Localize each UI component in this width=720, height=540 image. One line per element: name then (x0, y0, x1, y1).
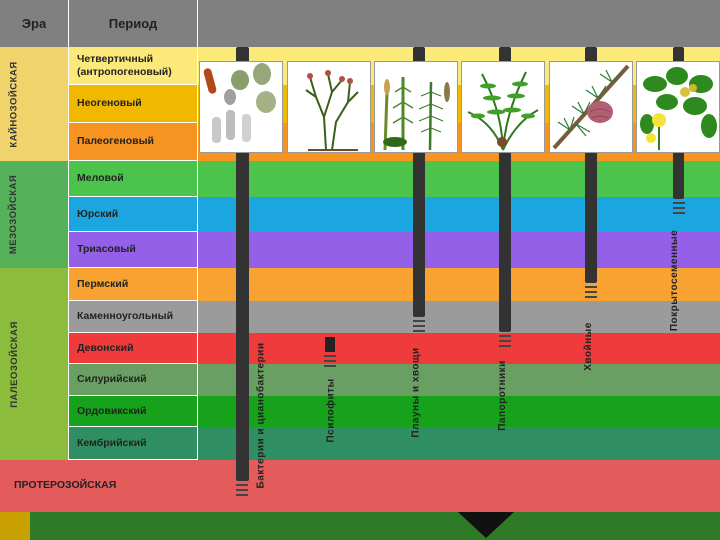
era-cenozoic-label: КАЙНОЗОЙСКАЯ (8, 60, 20, 148)
band-neogene (198, 85, 720, 123)
ticks-clubmoss (413, 320, 425, 335)
period-silurian: Силурийский (69, 364, 197, 396)
header-period: Период (69, 0, 197, 47)
band-quaternary (198, 47, 720, 85)
bottom-corner (0, 512, 30, 540)
period-carboniferous: Каменноугольный (69, 301, 197, 333)
band-devonian (198, 333, 720, 364)
era-proterozoic-label: ПРОТЕРОЗОЙСКАЯ (14, 479, 117, 491)
down-arrow-icon (458, 512, 514, 538)
era-proterozoic-band (0, 460, 720, 512)
clubmoss-horsetail-illustration (374, 61, 458, 153)
band-permian (198, 268, 720, 301)
angiosperm-illustration (636, 61, 720, 153)
period-devonian: Девонский (69, 333, 197, 364)
period-ordovician: Ордовикский (69, 396, 197, 427)
era-mesozoic-cell (0, 161, 69, 269)
period-cambrian: Кембрийский (69, 427, 197, 460)
bacteria-illustration (199, 61, 283, 153)
period-permian: Пермский (69, 268, 197, 301)
ticks-ferns (499, 335, 511, 350)
ticks-psilophytes (324, 355, 336, 370)
group-label-bacteria: Бактерии и цианобактерии (255, 342, 267, 488)
fern-illustration (461, 61, 545, 153)
era-paleozoic-label: ПАЛЕОЗОЙСКАЯ (8, 320, 20, 408)
band-ordovician (198, 396, 720, 427)
psilophyte-illustration (287, 61, 371, 153)
band-carboniferous (198, 301, 720, 333)
ticks-conifers (585, 286, 597, 301)
header-chart-area (198, 0, 720, 47)
period-quaternary: Четвертичный (антропогеновый) (69, 47, 197, 85)
era-cenozoic-cell (0, 47, 69, 162)
ticks-angiosperms (673, 202, 685, 217)
conifer-illustration (549, 61, 633, 153)
period-jurassic: Юрский (69, 197, 197, 232)
era-mesozoic-label: МЕЗОЗОЙСКАЯ (8, 174, 20, 255)
era-paleozoic-cell (0, 268, 69, 461)
period-cretaceous: Меловой (69, 161, 197, 197)
range-mark-psilophytes (325, 337, 335, 352)
bottom-bar (30, 512, 720, 540)
group-label-angiosperms: Покрытосеменные (669, 229, 681, 331)
period-paleogene: Палеогеновый (69, 123, 197, 161)
period-neogene: Неогеновый (69, 85, 197, 123)
range-line-bacteria (236, 47, 249, 481)
band-cambrian (198, 427, 720, 460)
period-triassic: Триасовый (69, 232, 197, 268)
group-label-conifers: Хвойные (582, 321, 594, 371)
band-silurian (198, 364, 720, 396)
group-label-psilophytes: Псилофиты (325, 377, 337, 443)
band-jurassic (198, 197, 720, 232)
ticks-bacteria (236, 484, 248, 499)
band-paleogene (198, 123, 720, 161)
group-label-clubmoss: Плауны и хвощи (410, 347, 422, 438)
band-triassic (198, 232, 720, 268)
band-cretaceous (198, 161, 720, 197)
group-label-ferns: Папоротники (496, 359, 508, 431)
header-era: Эра (0, 0, 69, 47)
